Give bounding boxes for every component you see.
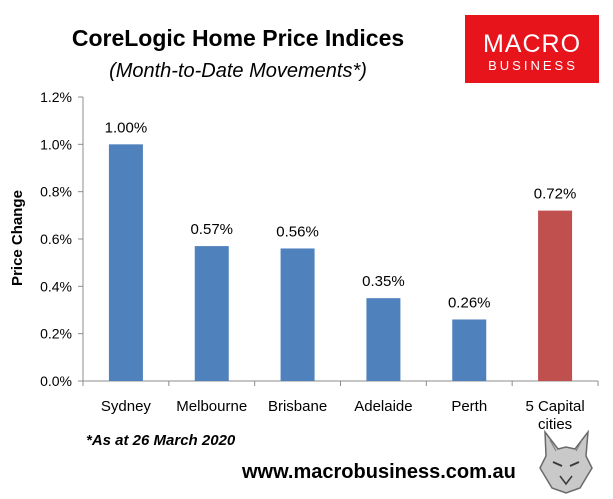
logo-text-macro: MACRO	[483, 30, 581, 58]
x-category-label: Sydney	[101, 398, 152, 415]
y-axis-ticks: 0.0% 0.2% 0.4% 0.6% 0.8% 1.0% 1.2%	[40, 89, 83, 389]
bar	[366, 298, 401, 381]
y-tick-label: 0.2%	[40, 326, 72, 342]
x-category-label: Melbourne	[176, 398, 247, 415]
wolf-head-icon	[539, 429, 593, 494]
y-tick-label: 0.6%	[40, 231, 72, 247]
data-labels: 1.00% 0.57% 0.56% 0.35% 0.26% 0.72%	[105, 119, 577, 311]
x-category-label: 5 Capital	[525, 398, 584, 415]
data-label: 0.56%	[276, 223, 319, 240]
x-axis-categories: Sydney Melbourne Brisbane Adelaide Perth 5 Ca…	[82, 381, 599, 433]
y-tick-label: 0.4%	[40, 278, 72, 294]
x-category-label: Adelaide	[354, 398, 412, 415]
y-tick-label: 0.8%	[40, 184, 72, 200]
macrobusiness-logo: MACRO BUSINESS	[465, 15, 599, 83]
bar	[194, 246, 229, 381]
data-label: 0.26%	[448, 294, 491, 311]
bar	[452, 319, 487, 381]
bar	[108, 144, 143, 381]
bar	[280, 248, 315, 381]
logo-text-business: BUSINESS	[488, 58, 578, 73]
bars	[108, 144, 573, 381]
y-tick-label: 1.0%	[40, 136, 72, 152]
y-axis-label: Price Change	[9, 190, 26, 286]
website-url: www.macrobusiness.com.au	[241, 461, 516, 483]
y-tick-label: 0.0%	[40, 373, 72, 389]
data-label: 0.35%	[362, 273, 405, 290]
x-category-label: cities	[538, 416, 572, 433]
x-category-label: Brisbane	[268, 398, 327, 415]
data-label: 0.57%	[190, 221, 233, 238]
logo-background	[465, 15, 599, 83]
data-label: 1.00%	[105, 119, 148, 136]
bar	[538, 210, 573, 381]
data-label: 0.72%	[534, 186, 577, 203]
footnote: *As at 26 March 2020	[86, 432, 236, 449]
chart-subtitle: (Month-to-Date Movements*)	[109, 60, 367, 82]
x-category-label: Perth	[451, 398, 487, 415]
y-tick-label: 1.2%	[40, 89, 72, 105]
chart-title: CoreLogic Home Price Indices	[72, 25, 404, 51]
